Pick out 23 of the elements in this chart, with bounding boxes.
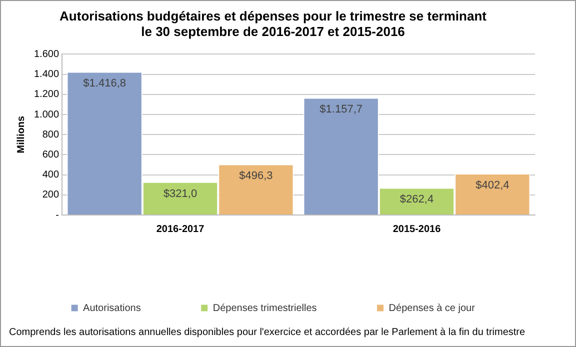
data-label: $262,4 [400, 194, 434, 206]
y-tick-label: - [56, 210, 60, 221]
x-tick-label: 2015-2016 [392, 224, 442, 235]
y-tick-label: 1.200 [34, 89, 60, 100]
legend-label: Dépenses à ce jour [388, 302, 476, 314]
data-label: $1.416,8 [83, 78, 126, 90]
y-tick-label: 200 [42, 190, 60, 201]
y-tick-label: 1.400 [34, 69, 60, 80]
data-label: $496,3 [239, 170, 273, 182]
legend-label: Dépenses trimestrielles [212, 302, 317, 314]
x-tick-label: 2016-2017 [156, 224, 205, 235]
legend-label: Autorisations [83, 302, 141, 314]
y-tick-label: 600 [42, 149, 60, 160]
text: Comprends les autorisations annuelles disponibles pour l'exercice et accordées par le Parlement à la fin du trimestre [9, 327, 526, 338]
data-label: $402,4 [476, 180, 510, 192]
chart-title: Autorisations budgétaires et dépenses pour le trimestre se terminant le 30 septembre de 2016-2017 et 2015-2016 [60, 8, 488, 39]
y-tick-label: 1.600 [34, 48, 60, 60]
data-label: $1.157,7 [320, 104, 362, 116]
y-tick-label: 1.000 [34, 109, 60, 120]
y-axis-title: Millions [16, 116, 27, 154]
data-label: $321,0 [163, 188, 198, 200]
y-tick-label: 400 [42, 170, 60, 181]
y-tick-label: 800 [42, 129, 60, 140]
